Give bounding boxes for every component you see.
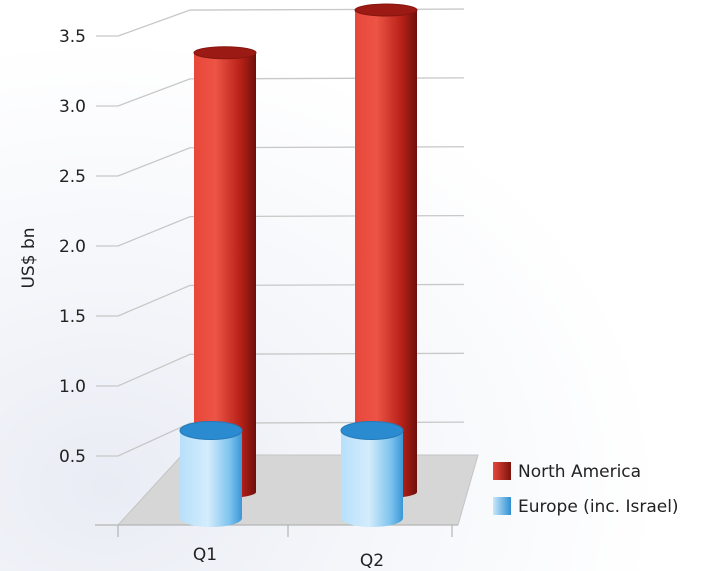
y-tick-label: 0.5	[59, 447, 86, 467]
y-tick-label: 3.0	[59, 97, 86, 117]
cylinder-body	[355, 10, 417, 499]
europe-series	[179, 421, 404, 527]
legend-label: North America	[518, 462, 641, 482]
cylinder-top	[179, 421, 243, 440]
legend-swatch	[493, 497, 511, 515]
legend: North America Europe (inc. Israel)	[493, 462, 679, 517]
chart-floor	[116, 454, 479, 526]
category-label: Q1	[193, 545, 217, 565]
cylinder-top	[354, 3, 418, 17]
cylinder-body	[180, 430, 242, 527]
category-labels: Q1 Q2	[193, 545, 384, 571]
legend-swatch	[493, 462, 511, 480]
category-label: Q2	[360, 551, 384, 571]
cylinder-body	[194, 52, 256, 498]
cylinder-top	[193, 46, 257, 60]
y-tick-label: 3.5	[59, 27, 86, 47]
cylinder-body	[341, 430, 403, 527]
north-america-bar	[354, 3, 418, 499]
y-tick-label: 1.0	[59, 377, 86, 397]
y-axis-title: US$ bn	[19, 227, 39, 288]
north-america-bar	[193, 46, 257, 498]
europe-bar	[340, 421, 404, 527]
y-tick-label: 2.5	[59, 167, 86, 187]
y-tick-label: 2.0	[59, 237, 86, 257]
y-axis-ticks: 0.5 1.0 1.5 2.0 2.5 3.0 3.5	[59, 27, 118, 467]
north-america-series	[193, 3, 418, 499]
y-tick-label: 1.5	[59, 307, 86, 327]
cylinder-top	[340, 421, 404, 440]
legend-label: Europe (inc. Israel)	[518, 497, 679, 517]
europe-bar	[179, 421, 243, 527]
